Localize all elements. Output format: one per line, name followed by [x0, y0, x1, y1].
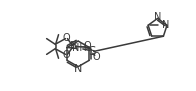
Text: N: N: [154, 12, 161, 22]
Text: O: O: [93, 52, 101, 62]
Text: O: O: [83, 40, 91, 51]
Text: O: O: [63, 33, 70, 43]
Text: NH: NH: [73, 43, 87, 53]
Text: O: O: [63, 50, 70, 60]
Text: N: N: [74, 64, 82, 74]
Text: N: N: [162, 20, 170, 30]
Text: B: B: [70, 41, 77, 52]
Text: S: S: [88, 45, 95, 58]
